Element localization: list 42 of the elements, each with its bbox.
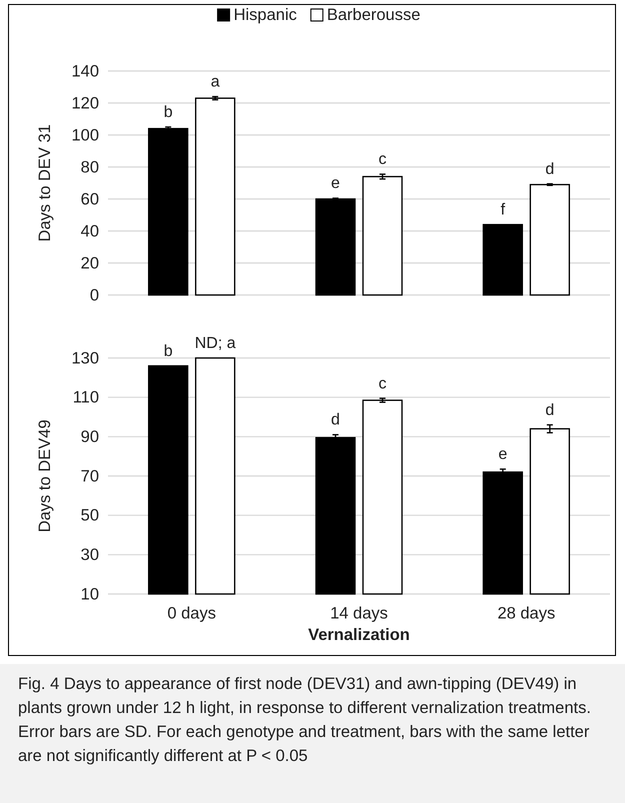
x-axis-title: Vernalization xyxy=(308,626,410,644)
x-tick-label: 28 days xyxy=(497,604,556,622)
y-tick-label: 80 xyxy=(80,158,99,176)
data-label: e xyxy=(331,175,340,192)
y-tick-label: 70 xyxy=(80,467,99,486)
bar xyxy=(482,224,523,296)
bar xyxy=(530,184,570,296)
y-tick-label: 0 xyxy=(90,286,99,304)
data-label: e xyxy=(498,446,508,464)
y-tick-label: 90 xyxy=(80,428,99,446)
caption: Fig. 4 Days to appearance of first node (DEV31) and awn-tipping (DEV49) in plants grown under 12 h light, in response to different vernalization treatments. Error bars are SD. For each genotype and treatment, bars with the same letter are not significantly different at P < 0.05 xyxy=(18,674,592,767)
bar xyxy=(148,128,188,296)
x-tick-label: 14 days xyxy=(330,604,388,622)
x-tick-label: 0 days xyxy=(167,604,216,622)
y-tick-label: 50 xyxy=(80,506,99,525)
y-tick-label: 10 xyxy=(80,585,99,604)
y-tick-label: 110 xyxy=(72,388,99,407)
y-tick-label: 30 xyxy=(80,546,99,564)
data-label: b xyxy=(164,342,173,360)
y-tick-label: 40 xyxy=(80,222,99,240)
data-label: d xyxy=(331,412,340,429)
y-tick-label: 120 xyxy=(71,94,99,112)
bar xyxy=(195,98,236,296)
data-label: a xyxy=(210,74,220,91)
data-label: d xyxy=(545,160,554,178)
data-label: d xyxy=(545,402,554,419)
y-axis-title: Days to DEV49 xyxy=(36,420,54,532)
data-label: c xyxy=(378,151,386,168)
data-label: f xyxy=(500,202,506,219)
bar xyxy=(362,176,403,296)
y-tick-label: 60 xyxy=(80,190,99,208)
y-tick-label: 130 xyxy=(71,349,99,368)
y-tick-label: 20 xyxy=(80,254,99,272)
data-label: ND; a xyxy=(194,335,236,352)
y-tick-label: 100 xyxy=(71,126,99,144)
y-axis-title: Days to DEV 31 xyxy=(36,124,54,242)
bar xyxy=(315,198,356,296)
legend-label: Hispanic xyxy=(234,6,297,24)
legend-label: Barberousse xyxy=(326,6,420,24)
data-label: b xyxy=(164,104,173,121)
y-tick-label: 140 xyxy=(71,62,99,80)
data-label: c xyxy=(378,375,386,392)
